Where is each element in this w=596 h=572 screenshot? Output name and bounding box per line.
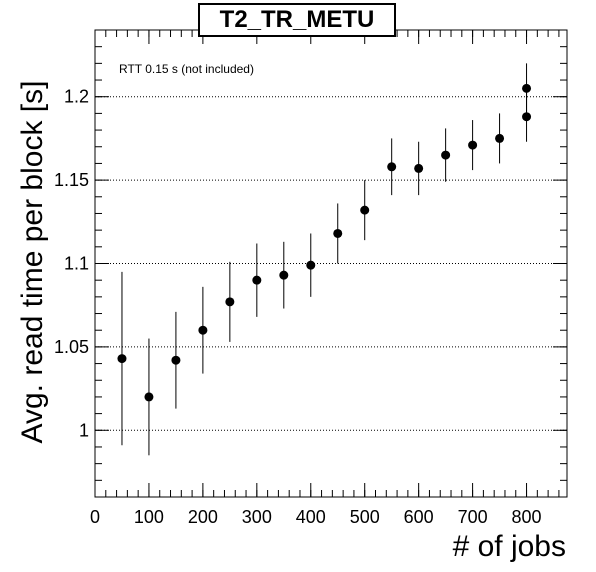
y-gridlines (95, 96, 567, 431)
data-point (225, 297, 235, 307)
data-point (279, 270, 289, 280)
y-tick-label: 1.15 (54, 170, 89, 190)
x-tick-label: 300 (242, 507, 272, 527)
x-axis-label: # of jobs (452, 530, 566, 563)
x-tick-label: 200 (188, 507, 218, 527)
data-point (387, 162, 397, 172)
data-point (306, 260, 316, 270)
x-tick-label: 0 (90, 507, 100, 527)
axis-ticks (94, 29, 567, 498)
y-tick-label: 1.1 (64, 254, 89, 274)
data-points (117, 63, 532, 456)
x-tick-label: 600 (404, 507, 434, 527)
x-tick-label: 100 (134, 507, 164, 527)
chart-title: T2_TR_METU (198, 3, 396, 37)
tick-labels: 1 1.05 1.1 1.15 1.2 0 100 200 300 400 500 600 700 800 (54, 87, 542, 527)
data-point (144, 392, 154, 402)
y-tick-label: 1.05 (54, 337, 89, 357)
data-point (414, 163, 424, 173)
data-point (468, 140, 478, 150)
rtt-annotation: RTT 0.15 s (not included) (119, 62, 254, 76)
plot-frame (94, 29, 568, 498)
x-tick-label: 400 (296, 507, 326, 527)
data-point (171, 355, 181, 365)
data-point (117, 354, 127, 364)
data-point (333, 228, 343, 238)
data-point (522, 83, 532, 93)
data-point (522, 112, 532, 122)
y-axis-label: Avg. read time per block [s] (16, 80, 49, 444)
data-point (441, 150, 451, 160)
data-point (495, 133, 505, 143)
data-point (360, 205, 370, 215)
x-tick-label: 500 (350, 507, 380, 527)
y-tick-label: 1.2 (64, 87, 89, 107)
data-point (198, 325, 208, 335)
y-tick-label: 1 (79, 420, 89, 440)
x-tick-label: 700 (458, 507, 488, 527)
data-point (252, 275, 262, 285)
x-tick-label: 800 (512, 507, 542, 527)
